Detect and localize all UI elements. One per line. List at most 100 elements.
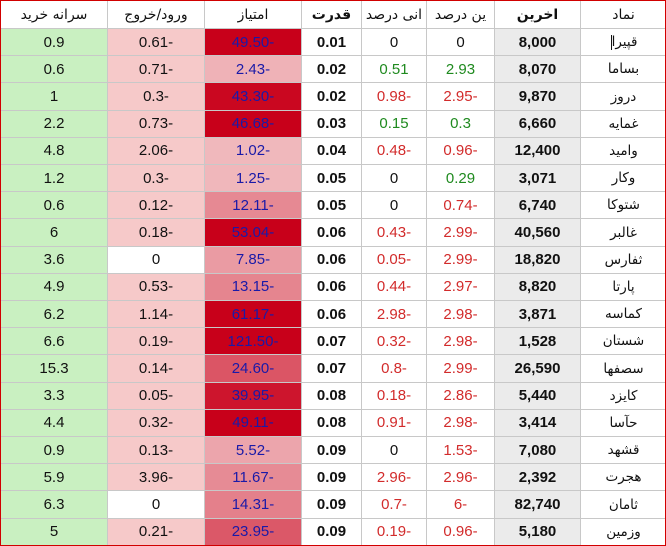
power-cell[interactable]: 0.06	[301, 300, 362, 329]
flow-cell[interactable]: -1.14	[107, 300, 205, 329]
per-capita-cell[interactable]: 6.3	[0, 490, 108, 519]
symbol-cell[interactable]: قپیرا	[580, 27, 666, 57]
flow-cell[interactable]: 0	[107, 490, 205, 519]
flow-cell[interactable]: -0.3	[107, 164, 205, 193]
symbol-cell[interactable]: وامید	[580, 136, 666, 166]
last-pct-cell[interactable]: -0.43	[361, 218, 427, 247]
last-price-cell[interactable]: 40,560	[494, 218, 581, 247]
per-capita-cell[interactable]: 0.6	[0, 55, 108, 84]
table-row[interactable]: پارتا 8,820 -2.97 -0.44 0.06 -13.15 -0.53 4.9	[0, 272, 666, 302]
header-symbol[interactable]: نماد	[580, 0, 666, 29]
last-pct-cell[interactable]: 0	[361, 191, 427, 220]
power-cell[interactable]: 0.09	[301, 517, 362, 546]
flow-cell[interactable]: 0	[107, 245, 205, 274]
last-price-cell[interactable]: 18,820	[494, 245, 581, 274]
per-capita-cell[interactable]: 1.2	[0, 164, 108, 193]
final-pct-cell[interactable]: -2.99	[426, 354, 495, 383]
score-cell[interactable]: -1.02	[204, 136, 302, 166]
symbol-cell[interactable]: پارتا	[580, 272, 666, 302]
power-cell[interactable]: 0.01	[301, 27, 362, 57]
power-cell[interactable]: 0.05	[301, 164, 362, 193]
last-pct-cell[interactable]: -0.05	[361, 245, 427, 274]
flow-cell[interactable]: -0.21	[107, 517, 205, 546]
symbol-cell[interactable]: وکار	[580, 164, 666, 193]
table-row[interactable]: شتوکا 6,740 -0.74 0 0.05 -12.11 -0.12 0.6	[0, 191, 666, 220]
per-capita-cell[interactable]: 4.8	[0, 136, 108, 166]
last-price-cell[interactable]: 5,180	[494, 517, 581, 546]
last-price-cell[interactable]: 3,414	[494, 408, 581, 438]
score-cell[interactable]: -121.50	[204, 327, 302, 356]
last-pct-cell[interactable]: 0.51	[361, 55, 427, 84]
table-row[interactable]: سصفها 26,590 -2.99 -0.8 0.07 -24.60 -0.14 15.3	[0, 354, 666, 383]
final-pct-cell[interactable]: -2.98	[426, 408, 495, 438]
last-pct-cell[interactable]: -0.7	[361, 490, 427, 519]
final-pct-cell[interactable]: -0.74	[426, 191, 495, 220]
flow-cell[interactable]: -0.18	[107, 218, 205, 247]
per-capita-cell[interactable]: 3.6	[0, 245, 108, 274]
last-price-cell[interactable]: 2,392	[494, 463, 581, 492]
flow-cell[interactable]: -0.32	[107, 408, 205, 438]
per-capita-cell[interactable]: 0.9	[0, 436, 108, 465]
table-row[interactable]: دروز 9,870 -2.95 -0.98 0.02 -43.30 -0.3 1	[0, 82, 666, 111]
power-cell[interactable]: 0.06	[301, 272, 362, 302]
symbol-cell[interactable]: ثفارس	[580, 245, 666, 274]
flow-cell[interactable]: -0.61	[107, 27, 205, 57]
per-capita-cell[interactable]: 5.9	[0, 463, 108, 492]
last-price-cell[interactable]: 26,590	[494, 354, 581, 383]
score-cell[interactable]: -7.85	[204, 245, 302, 274]
flow-cell[interactable]: -0.73	[107, 109, 205, 138]
last-pct-cell[interactable]: -2.98	[361, 300, 427, 329]
per-capita-cell[interactable]: 5	[0, 517, 108, 546]
per-capita-cell[interactable]: 6.6	[0, 327, 108, 356]
score-cell[interactable]: -49.50	[204, 27, 302, 57]
score-cell[interactable]: -23.95	[204, 517, 302, 546]
power-cell[interactable]: 0.03	[301, 109, 362, 138]
power-cell[interactable]: 0.04	[301, 136, 362, 166]
last-price-cell[interactable]: 3,871	[494, 300, 581, 329]
table-row[interactable]: ثامان 82,740 -6 -0.7 0.09 -14.31 0 6.3	[0, 490, 666, 519]
last-price-cell[interactable]: 8,070	[494, 55, 581, 84]
per-capita-cell[interactable]: 0.9	[0, 27, 108, 57]
symbol-cell[interactable]: کماسه	[580, 300, 666, 329]
last-price-cell[interactable]: 12,400	[494, 136, 581, 166]
symbol-cell[interactable]: کایزد	[580, 381, 666, 410]
final-pct-cell[interactable]: -2.96	[426, 463, 495, 492]
header-pct-b[interactable]: انی درصد	[361, 0, 427, 29]
score-cell[interactable]: -12.11	[204, 191, 302, 220]
last-pct-cell[interactable]: 0.15	[361, 109, 427, 138]
flow-cell[interactable]: -0.14	[107, 354, 205, 383]
flow-cell[interactable]: -2.06	[107, 136, 205, 166]
final-pct-cell[interactable]: -2.99	[426, 218, 495, 247]
symbol-cell[interactable]: غمایه	[580, 109, 666, 138]
last-pct-cell[interactable]: -0.19	[361, 517, 427, 546]
flow-cell[interactable]: -0.3	[107, 82, 205, 111]
power-cell[interactable]: 0.09	[301, 463, 362, 492]
last-price-cell[interactable]: 6,660	[494, 109, 581, 138]
last-price-cell[interactable]: 8,820	[494, 272, 581, 302]
per-capita-cell[interactable]: 1	[0, 82, 108, 111]
last-price-cell[interactable]: 5,440	[494, 381, 581, 410]
score-cell[interactable]: -49.11	[204, 408, 302, 438]
per-capita-cell[interactable]: 4.4	[0, 408, 108, 438]
symbol-cell[interactable]: وزمین	[580, 517, 666, 546]
table-row[interactable]: حآسا 3,414 -2.98 -0.91 0.08 -49.11 -0.32 4.4	[0, 408, 666, 438]
symbol-cell[interactable]: سصفها	[580, 354, 666, 383]
final-pct-cell[interactable]: 0.3	[426, 109, 495, 138]
power-cell[interactable]: 0.08	[301, 408, 362, 438]
header-score[interactable]: امتیاز	[204, 0, 302, 29]
power-cell[interactable]: 0.05	[301, 191, 362, 220]
last-price-cell[interactable]: 9,870	[494, 82, 581, 111]
last-pct-cell[interactable]: -0.98	[361, 82, 427, 111]
table-row[interactable]: قپیرا 8,000 0 0 0.01 -49.50 -0.61 0.9	[0, 27, 666, 57]
per-capita-cell[interactable]: 6.2	[0, 300, 108, 329]
symbol-cell[interactable]: شستان	[580, 327, 666, 356]
header-per-capita[interactable]: سرانه خرید	[0, 0, 108, 29]
power-cell[interactable]: 0.02	[301, 55, 362, 84]
flow-cell[interactable]: -0.05	[107, 381, 205, 410]
last-pct-cell[interactable]: 0	[361, 436, 427, 465]
per-capita-cell[interactable]: 2.2	[0, 109, 108, 138]
header-power[interactable]: قدرت	[301, 0, 362, 29]
header-pct-a[interactable]: ین درصد	[426, 0, 495, 29]
last-pct-cell[interactable]: 0	[361, 27, 427, 57]
final-pct-cell[interactable]: -2.99	[426, 245, 495, 274]
